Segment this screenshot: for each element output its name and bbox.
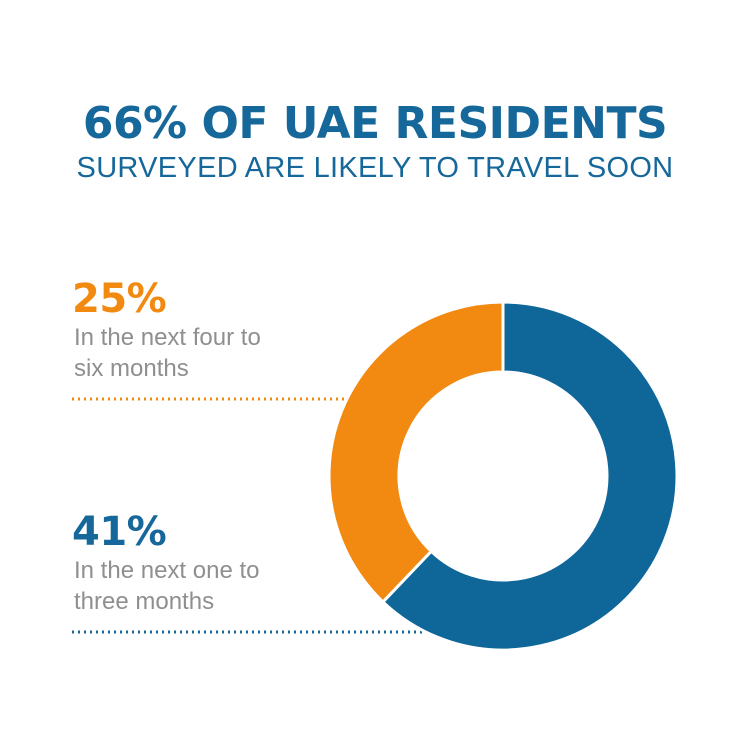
- donut-slice-41pct: [380, 300, 679, 652]
- page-subtitle: SURVEYED ARE LIKELY TO TRAVEL SOON: [76, 152, 674, 184]
- label-41-value: 41%: [72, 509, 167, 555]
- donut-slice-25pct: [327, 300, 505, 605]
- label-25-description: In the next four to six months: [74, 322, 334, 384]
- label-25-line-2: six months: [74, 355, 189, 382]
- page-title: 66% OF UAE RESIDENTS: [82, 98, 668, 149]
- label-41-description: In the next one to three months: [74, 555, 334, 617]
- label-25-value: 25%: [72, 276, 167, 322]
- label-41-line-2: three months: [74, 588, 215, 615]
- label-41-line-1: In the next one to: [74, 557, 260, 584]
- label-25-line-1: In the next four to: [74, 324, 261, 351]
